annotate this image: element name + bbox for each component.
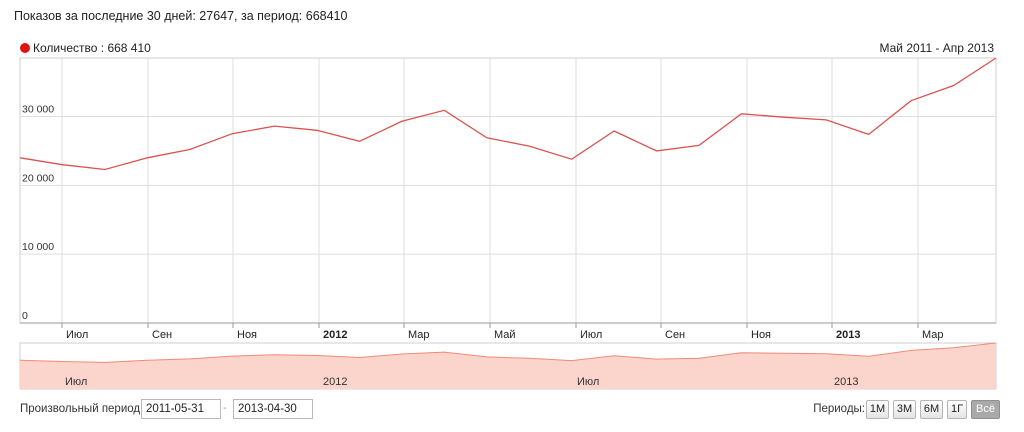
navigator-area <box>20 343 996 389</box>
controls-bar: Произвольный период: 2011-05-31 - 2013-0… <box>20 399 1000 423</box>
x-tick-label: 2012 <box>323 329 347 341</box>
navigator-label: 2013 <box>834 376 858 388</box>
date-from-input[interactable]: 2011-05-31 <box>141 399 221 419</box>
legend-label: Количество : 668 410 <box>33 41 151 55</box>
custom-period-label: Произвольный период: <box>20 403 144 415</box>
x-tick-label: Июл <box>580 329 602 341</box>
period-button-0[interactable]: 1М <box>866 400 889 419</box>
date-range-label: Май 2011 - Апр 2013 <box>879 41 994 55</box>
x-tick-label: Мар <box>922 329 944 341</box>
x-tick-label: Май <box>494 329 516 341</box>
navigator-label: 2012 <box>323 376 347 388</box>
periods-label: Периоды: <box>813 403 865 415</box>
x-tick-label: Июл <box>66 329 88 341</box>
legend: Количество : 668 410 <box>20 41 151 55</box>
x-tick-label: Сен <box>665 329 685 341</box>
period-button-4[interactable]: Всё <box>971 400 1000 419</box>
y-tick-label: 20 000 <box>22 172 54 184</box>
navigator-line <box>19 342 997 363</box>
summary-text: Показов за последние 30 дней: 27647, за … <box>14 9 348 23</box>
y-tick-label: 0 <box>22 310 28 322</box>
date-separator: - <box>223 402 227 414</box>
y-tick-label: 30 000 <box>22 104 54 116</box>
x-tick-label: Сен <box>152 329 172 341</box>
x-tick-label: Мар <box>408 329 430 341</box>
period-button-1[interactable]: 3М <box>893 400 916 419</box>
plot-area <box>19 57 997 324</box>
x-tick-label: Ноя <box>751 329 771 341</box>
navigator-label: Июл <box>65 376 87 388</box>
navigator-label: Июл <box>577 376 599 388</box>
x-tick-label: Ноя <box>237 329 257 341</box>
series-line <box>19 57 997 171</box>
legend-marker-icon <box>20 43 30 53</box>
date-to-input[interactable]: 2013-04-30 <box>233 399 313 419</box>
y-tick-label: 10 000 <box>22 241 54 253</box>
period-button-2[interactable]: 6М <box>920 400 943 419</box>
x-tick-label: 2013 <box>836 329 860 341</box>
period-button-3[interactable]: 1Г <box>947 400 967 419</box>
